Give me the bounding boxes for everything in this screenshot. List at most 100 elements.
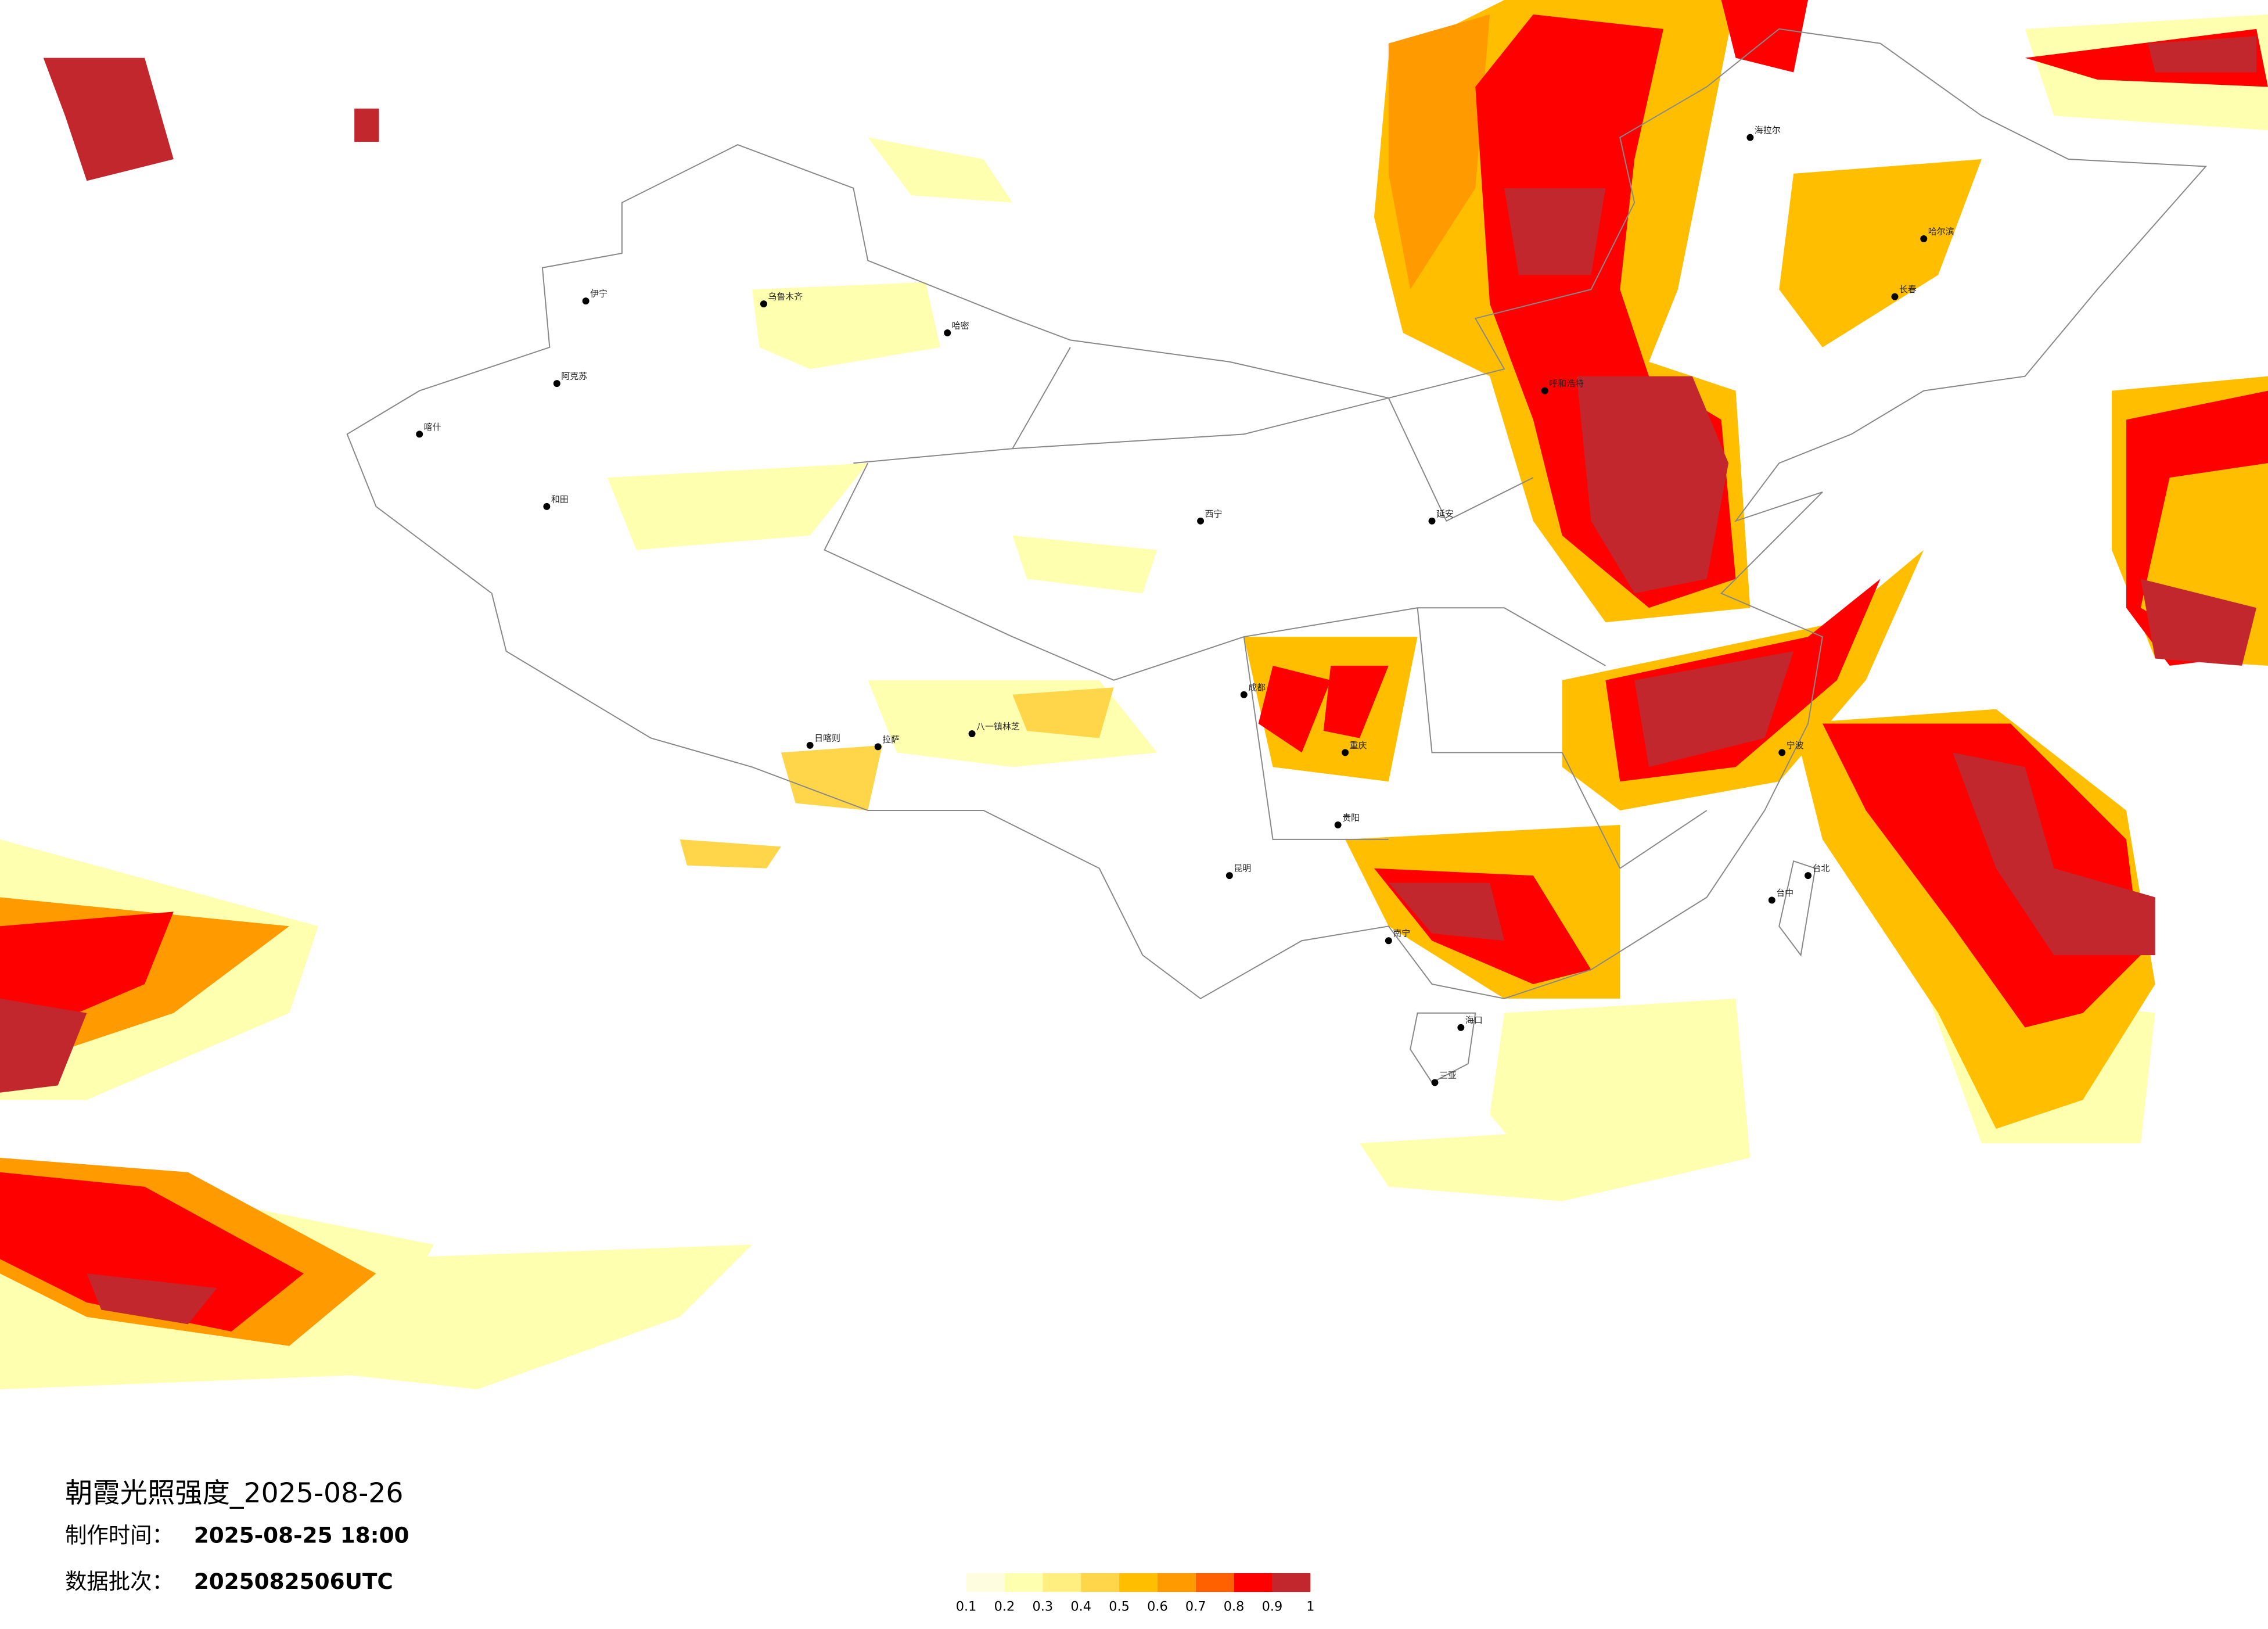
legend-swatch bbox=[1119, 1573, 1158, 1592]
city-label: 和田 bbox=[551, 494, 569, 504]
city-label: 乌鲁木齐 bbox=[768, 292, 803, 302]
heat-area bbox=[43, 58, 174, 181]
heat-area bbox=[1634, 651, 1794, 767]
city-dot bbox=[1768, 896, 1775, 904]
city-dot bbox=[874, 743, 882, 751]
heat-area bbox=[607, 463, 868, 550]
city-label: 延安 bbox=[1436, 508, 1454, 519]
heat-area bbox=[2148, 36, 2257, 73]
heat-area bbox=[2126, 390, 2268, 666]
heat-area bbox=[0, 1172, 304, 1332]
city-label: 重庆 bbox=[1350, 740, 1367, 751]
heat-area bbox=[781, 745, 883, 811]
taiwan-border bbox=[1778, 860, 1816, 957]
city-label: 西宁 bbox=[1205, 508, 1223, 519]
legend-tick-label: 0.8 bbox=[1224, 1599, 1245, 1614]
city-dot bbox=[944, 329, 951, 336]
city-dot bbox=[1342, 749, 1349, 756]
city-dot bbox=[1197, 517, 1205, 525]
city-dot bbox=[760, 300, 767, 308]
legend-tick-label: 0.6 bbox=[1147, 1599, 1168, 1614]
city-dot bbox=[1920, 235, 1928, 243]
hainan-border bbox=[1410, 1012, 1476, 1083]
heat-area bbox=[1576, 376, 1729, 594]
city-label: 阿克苏 bbox=[561, 371, 587, 382]
city-dot bbox=[806, 741, 814, 749]
city-label: 八一镇林芝 bbox=[976, 722, 1020, 732]
boundaries bbox=[346, 28, 2208, 1083]
city-dot bbox=[416, 430, 423, 438]
legend-swatch bbox=[1157, 1573, 1196, 1592]
city-dot bbox=[553, 380, 560, 387]
heat-area bbox=[1012, 687, 1114, 738]
city-dot bbox=[1891, 293, 1899, 300]
heat-area bbox=[1258, 665, 1331, 753]
legend-swatch bbox=[966, 1573, 1005, 1592]
legend-tick-label: 0.7 bbox=[1185, 1599, 1206, 1614]
city-label: 台中 bbox=[1776, 888, 1793, 898]
city-dot bbox=[1334, 821, 1342, 828]
city-label: 哈密 bbox=[952, 320, 969, 331]
city-label: 哈尔滨 bbox=[1928, 227, 1954, 237]
title: 朝霞光照强度_2025-08-26 bbox=[65, 1477, 403, 1509]
city-dot bbox=[1225, 872, 1233, 880]
heat-area bbox=[1323, 665, 1389, 738]
heat-area bbox=[1012, 535, 1158, 594]
heat-area bbox=[752, 282, 940, 369]
heat-area bbox=[1721, 0, 1809, 73]
city-dot bbox=[968, 730, 976, 737]
legend-tick-label: 0.1 bbox=[956, 1599, 977, 1614]
heat-area bbox=[1360, 1129, 1591, 1201]
legend-swatch bbox=[1195, 1573, 1234, 1592]
city-label: 贵阳 bbox=[1342, 812, 1360, 823]
heat-area bbox=[347, 1244, 753, 1390]
city-label: 日喀则 bbox=[814, 733, 840, 743]
city-label: 成都 bbox=[1248, 682, 1266, 692]
city-dot bbox=[543, 503, 551, 510]
made-time-label: 制作时间： bbox=[65, 1523, 174, 1548]
heat-area bbox=[680, 839, 781, 869]
city-label: 伊宁 bbox=[590, 289, 608, 299]
batch-value: 2025082506UTC bbox=[194, 1569, 393, 1594]
legend: 0.1 0.2 0.3 0.4 0.5 0.6 0.7 0.8 0.9 1 bbox=[956, 1573, 1314, 1614]
heat-area bbox=[1388, 882, 1505, 941]
legend-tick-label: 0.2 bbox=[994, 1599, 1015, 1614]
heat-area bbox=[0, 998, 87, 1093]
heat-area bbox=[1388, 14, 1490, 290]
province-borders bbox=[824, 347, 1708, 869]
city-label: 台北 bbox=[1813, 863, 1830, 874]
city-dot bbox=[1385, 937, 1392, 945]
legend-swatch bbox=[1272, 1573, 1311, 1592]
city-dot bbox=[1240, 691, 1248, 698]
batch-label: 数据批次： bbox=[65, 1569, 174, 1594]
city-label: 呼和浩特 bbox=[1549, 378, 1584, 389]
city-label: 昆明 bbox=[1234, 863, 1251, 874]
city-label: 宁波 bbox=[1787, 740, 1804, 751]
heat-area bbox=[868, 137, 1013, 203]
legend-tick-label: 1 bbox=[1306, 1599, 1314, 1614]
legend-swatch bbox=[1043, 1573, 1081, 1592]
legend-swatch bbox=[1004, 1573, 1043, 1592]
city-dot bbox=[1746, 134, 1754, 141]
city-dot bbox=[1431, 1079, 1439, 1086]
heat-area bbox=[87, 1273, 217, 1325]
city-dot bbox=[1428, 517, 1436, 525]
country-border bbox=[346, 28, 2208, 1000]
legend-swatch bbox=[1234, 1573, 1273, 1592]
heat-area bbox=[1953, 752, 2155, 956]
city-dot bbox=[1778, 749, 1786, 756]
city-dot bbox=[1805, 872, 1812, 880]
city-dot bbox=[1457, 1024, 1465, 1031]
intensity-field bbox=[0, 0, 2268, 1390]
legend-swatch bbox=[1081, 1573, 1120, 1592]
legend-tick-label: 0.5 bbox=[1109, 1599, 1130, 1614]
city-label: 海拉尔 bbox=[1755, 125, 1781, 135]
city-label: 拉萨 bbox=[882, 734, 900, 745]
city-label: 海口 bbox=[1465, 1015, 1483, 1025]
city-label: 喀什 bbox=[424, 422, 441, 432]
heat-area bbox=[1779, 159, 1982, 347]
legend-tick-label: 0.3 bbox=[1033, 1599, 1054, 1614]
